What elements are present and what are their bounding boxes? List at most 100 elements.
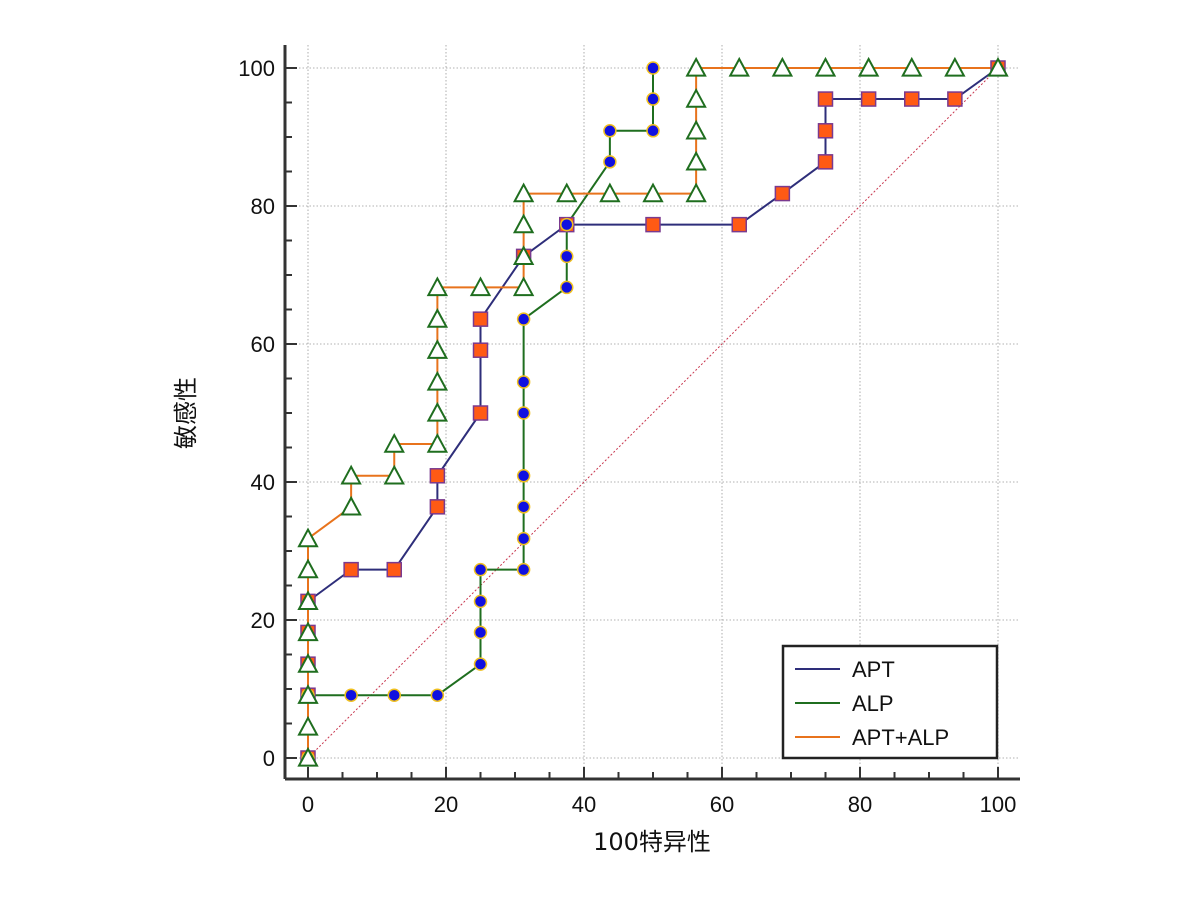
point-alp [560,280,574,295]
y-tick-label: 80 [251,194,275,219]
point-alp [516,312,531,326]
point-apt-alp [426,276,449,297]
point-apt-alp [426,339,449,359]
point-alp [646,61,660,75]
point-apt-alp [469,276,492,297]
point-apt-alp [771,56,794,77]
x-tick-label: 0 [302,792,314,817]
point-alp [646,124,660,138]
point-apt [472,405,489,421]
point-apt-alp [642,182,664,203]
point-apt-alp [297,684,319,704]
point-apt [860,91,877,107]
point-apt-alp [512,276,535,297]
point-apt-alp [685,182,707,203]
x-tick-label: 100 [980,792,1017,817]
point-alp [603,155,617,169]
legend-label-apt: APT [852,657,895,682]
reference-line [307,67,999,759]
point-apt [386,561,402,578]
point-apt-alp [426,308,449,328]
point-apt [947,91,963,107]
point-apt-alp [297,746,319,767]
point-apt [343,561,359,578]
legend: APT ALP APT+ALP [781,644,999,760]
point-apt-alp [728,56,750,77]
series-group [297,56,1009,767]
tick-labels: 0 20 40 60 80 100 0 20 40 60 80 100 [238,56,1016,817]
point-apt [429,468,446,484]
point-apt [774,185,791,202]
point-apt [429,499,446,515]
point-apt [472,311,489,327]
point-apt-alp [685,87,707,108]
x-tick-label: 60 [710,792,734,817]
point-apt-alp [340,495,362,516]
point-apt-alp [297,653,319,673]
series-markers [297,56,1009,767]
point-alp [516,375,531,389]
point-apt-alp [297,621,319,642]
point-apt [645,216,661,233]
x-tick-label: 20 [434,792,458,817]
y-tick-label: 100 [238,56,275,81]
point-alp [516,406,531,420]
point-alp [473,594,488,609]
y-axis-label: 敏感性 [172,377,200,449]
point-apt-alp [512,245,535,266]
x-axis-label: 100特异性 [593,828,711,856]
point-alp [430,688,445,702]
legend-label-apt-alp: APT+ALP [852,725,949,750]
point-apt-alp [685,150,707,171]
point-apt-alp [383,432,405,453]
point-alp [387,688,401,702]
point-apt-alp [512,213,535,234]
point-alp [516,500,531,514]
point-apt-alp [685,56,707,77]
point-apt-alp [383,464,405,485]
point-apt-alp [814,56,837,77]
diagonal-reference-line [307,67,999,759]
legend-label-alp: ALP [852,691,894,716]
point-apt-alp [426,370,449,391]
point-apt-alp [297,590,319,611]
point-apt-alp [987,56,1009,77]
point-apt-alp [297,527,319,548]
point-apt [817,123,834,139]
point-apt-alp [340,464,362,485]
y-tick-label: 40 [251,470,275,495]
point-alp [516,469,531,483]
point-apt-alp [426,432,449,453]
x-tick-label: 80 [848,792,872,817]
point-apt [817,91,834,107]
point-apt-alp [599,182,621,203]
point-alp [473,625,488,640]
point-apt-alp [901,56,923,77]
point-apt [472,342,489,358]
y-tick-label: 20 [251,608,275,633]
point-alp [603,124,617,138]
point-apt [817,154,834,170]
y-tick-label: 0 [263,746,275,771]
point-apt-alp [426,401,449,422]
point-alp [646,92,660,106]
point-apt-alp [944,56,966,77]
y-tick-label: 60 [251,332,275,357]
x-tick-label: 40 [572,792,596,817]
point-apt-alp [297,558,319,579]
point-alp [560,217,574,232]
point-alp [344,688,358,702]
axes [283,45,1020,781]
point-apt [904,91,920,107]
point-alp [473,657,488,671]
point-apt-alp [297,715,319,736]
point-apt-alp [556,182,578,203]
point-apt-alp [857,56,880,77]
point-alp [560,249,574,264]
point-alp [516,531,531,546]
point-alp [516,562,531,577]
point-apt [731,216,747,233]
point-apt-alp [512,182,535,203]
point-apt-alp [685,119,707,140]
